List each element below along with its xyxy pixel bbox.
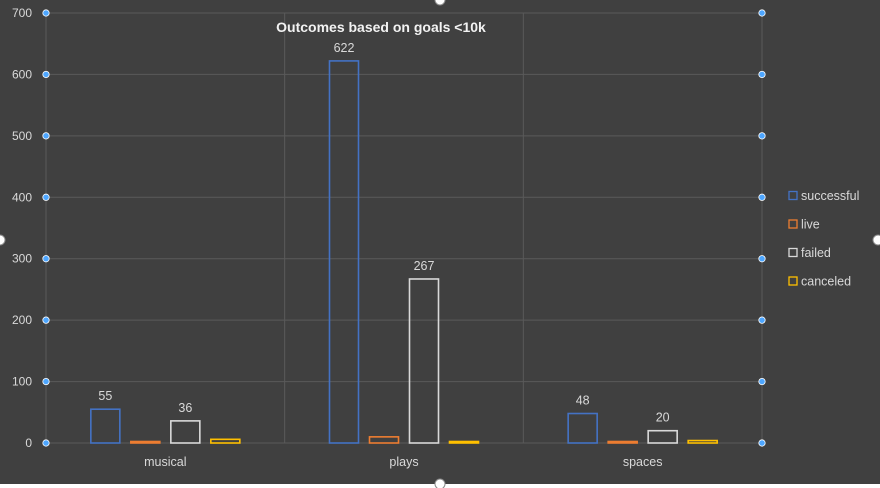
legend-item-live[interactable]: live [788, 218, 820, 232]
axis-handle-dot[interactable] [758, 9, 766, 17]
y-tick-label: 500 [12, 129, 32, 143]
y-tick-label: 200 [12, 313, 32, 327]
axis-handle-dot[interactable] [42, 255, 50, 263]
axis-handle-dot[interactable] [42, 193, 50, 201]
legend-swatch [788, 219, 798, 229]
bar-failed-spaces [647, 429, 678, 444]
legend-label: live [801, 218, 820, 232]
data-label: 48 [576, 394, 590, 408]
bar-live-spaces [607, 440, 638, 444]
axis-handle-dot[interactable] [758, 439, 766, 447]
bar-canceled-spaces [687, 439, 718, 444]
legend-swatch [788, 247, 798, 258]
bar-failed-plays [408, 278, 440, 444]
bar-canceled-plays [448, 440, 480, 444]
axis-handle-dot[interactable] [42, 377, 50, 386]
data-label: 267 [414, 259, 435, 273]
x-tick-label: musical [144, 455, 186, 469]
legend-item-successful[interactable]: successful [788, 189, 859, 203]
data-label: 622 [334, 41, 355, 55]
bar-successful-musical [90, 408, 121, 444]
bar-successful-spaces [567, 412, 598, 444]
x-axis: musical plays spaces [144, 455, 662, 469]
data-label: 55 [98, 389, 112, 403]
frame-handle[interactable] [434, 0, 446, 6]
y-tick-label: 400 [12, 190, 32, 204]
legend-swatch [788, 276, 798, 286]
bar-successful-plays [328, 60, 360, 444]
frame-handle[interactable] [434, 478, 446, 488]
bar-canceled-musical [210, 438, 241, 444]
axis-handle-dot[interactable] [42, 70, 50, 79]
bar-live-musical [130, 440, 161, 444]
y-tick-label: 300 [12, 252, 32, 266]
y-tick-label: 600 [12, 67, 32, 81]
data-label: 20 [656, 411, 670, 425]
bar-failed-musical [170, 420, 201, 444]
data-labels: 55 36 622 267 48 20 [98, 41, 669, 425]
axis-handle-dot[interactable] [42, 439, 50, 447]
y-tick-label: 700 [12, 6, 32, 20]
axis-handle-dot[interactable] [42, 9, 50, 17]
axis-handle-dot[interactable] [758, 255, 766, 263]
legend-label: successful [801, 189, 859, 203]
x-tick-label: spaces [623, 455, 663, 469]
legend[interactable]: successful live failed canceled [788, 189, 859, 289]
axis-handle-dot[interactable] [758, 70, 766, 79]
axis-handle-dot[interactable] [42, 316, 50, 324]
data-label: 36 [178, 401, 192, 415]
chart-title: Outcomes based on goals <10k [276, 19, 486, 35]
bars [90, 60, 718, 444]
legend-item-canceled[interactable]: canceled [788, 275, 851, 289]
y-tick-label: 100 [12, 375, 32, 389]
y-tick-label: 0 [25, 436, 32, 450]
axis-handle-dot[interactable] [758, 132, 766, 140]
legend-label: failed [801, 246, 831, 260]
axis-handle-dot[interactable] [758, 193, 766, 201]
legend-swatch [788, 190, 798, 201]
legend-label: canceled [801, 275, 851, 289]
frame-handle[interactable] [0, 234, 6, 246]
y-axis: 0 100 200 300 400 500 600 700 [12, 6, 32, 450]
axis-handle-dot[interactable] [42, 132, 50, 140]
legend-item-failed[interactable]: failed [788, 246, 831, 260]
axis-handle-dot[interactable] [758, 377, 766, 386]
bar-live-plays [368, 436, 400, 444]
frame-handle[interactable] [872, 234, 880, 246]
axis-handle-dot[interactable] [758, 316, 766, 324]
gridlines [45, 12, 763, 444]
x-tick-label: plays [389, 455, 418, 469]
